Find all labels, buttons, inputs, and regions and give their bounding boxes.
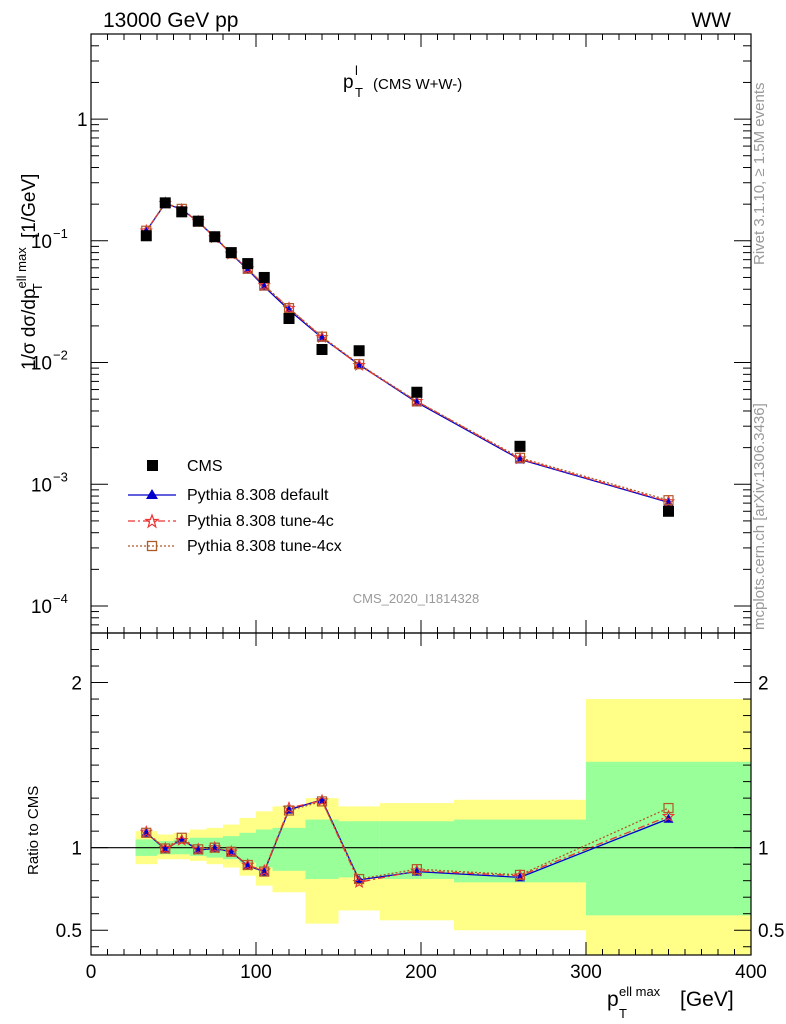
- main-point-s3-9: [316, 331, 328, 342]
- data-point-13: [663, 505, 674, 517]
- ratio-point-s2-7: [259, 866, 270, 877]
- ratio-y-tick-label-left: 2: [71, 674, 82, 695]
- main-point-s3-13: [663, 495, 674, 506]
- plot-title-sup: l: [355, 63, 358, 78]
- legend-label-tune4cx: Pythia 8.308 tune-4cx: [187, 538, 342, 555]
- svg-text:(CMS W+W-): (CMS W+W-): [373, 76, 462, 93]
- x-axis-label: p ell max T [GeV]: [607, 984, 734, 1021]
- ratio-series-line-2: [145, 800, 669, 880]
- legend-marker-default: [146, 489, 158, 499]
- plot-title-main: p: [343, 72, 354, 93]
- x-tick-label: 0: [86, 962, 97, 983]
- ratio-y-axis-label: Ratio to CMS: [25, 786, 42, 875]
- band-green-13: [586, 761, 751, 916]
- data-point-8: [283, 313, 295, 325]
- main-y-tick-label: 10: [31, 597, 52, 618]
- x-tick-label: 300: [570, 962, 602, 983]
- svg-text:ell max: ell max: [619, 984, 661, 999]
- main-y-tick-label: 10: [31, 354, 52, 375]
- ratio-point-s2-12: [514, 869, 526, 881]
- legend-marker-tune4c: [144, 513, 160, 529]
- main-y-tick-label: 10: [31, 232, 52, 253]
- ratio-point-s2-5: [226, 846, 237, 857]
- main-point-s3-10: [354, 359, 365, 370]
- legend-label-tune4c: Pythia 8.308 tune-4c: [187, 513, 334, 530]
- ratio-point-s2-6: [242, 859, 253, 871]
- data-point-6: [242, 258, 254, 270]
- main-y-tick-exponent: −4: [53, 591, 68, 606]
- ratio-y-tick-label-right: 1: [758, 839, 769, 860]
- ratio-point-s2-1: [160, 843, 171, 854]
- legend-label-cms: CMS: [187, 458, 223, 475]
- data-point-10: [353, 345, 365, 357]
- mcplots-label: mcplots.cern.ch [arXiv:1306.3436]: [751, 403, 768, 630]
- main-y-axis-label: 1/σ dσ/dpell maxT [1/GeV]: [14, 174, 45, 370]
- svg-text:l: l: [355, 63, 358, 78]
- ratio-plot-marks: [91, 793, 751, 888]
- ratio-point-s2-8: [283, 805, 295, 816]
- ratio-point-s0-10: [354, 874, 365, 884]
- ratio-point-s2-2: [176, 832, 187, 843]
- main-plot-marks: [139, 196, 676, 517]
- band-green-8: [272, 827, 306, 871]
- ratio-point-s2-9: [316, 796, 328, 807]
- ratio-point-s2-4: [209, 842, 220, 853]
- ratio-y-tick-label-right: 2: [758, 674, 769, 695]
- band-green-9: [305, 819, 339, 880]
- data-point-1: [159, 197, 171, 209]
- svg-text:p: p: [607, 988, 619, 1011]
- data-point-2: [176, 206, 188, 218]
- plot-title-sub: T: [355, 85, 363, 100]
- legend: CMS Pythia 8.308 default Pythia 8.308 tu…: [128, 458, 342, 555]
- data-point-7: [258, 271, 270, 283]
- main-y-tick-label: 1: [77, 110, 88, 131]
- ratio-y-tick-label-right: 0.5: [758, 921, 784, 942]
- plot-title-suffix: (CMS W+W-): [373, 76, 462, 93]
- ratio-point-s1-13: [661, 809, 676, 822]
- data-point-11: [411, 386, 423, 398]
- ratio-y-tick-label-left: 0.5: [56, 921, 82, 942]
- svg-text:[GeV]: [GeV]: [680, 988, 734, 1011]
- svg-text:p: p: [343, 72, 354, 93]
- ratio-point-s2-10: [354, 873, 365, 885]
- main-y-tick-exponent: −3: [53, 469, 68, 484]
- ratio-point-s2-11: [411, 864, 422, 875]
- legend-marker-cms: [147, 460, 158, 471]
- svg-text:T: T: [619, 1006, 627, 1021]
- rivet-label: Rivet 3.1.10, ≥ 1.5M events: [751, 83, 768, 266]
- ratio-y-tick-label-left: 1: [71, 839, 82, 860]
- ratio-point-s2-3: [193, 844, 204, 855]
- data-point-9: [316, 343, 328, 355]
- svg-text:1/σ dσ/dpell maxT [1/GeV]: 1/σ dσ/dpell maxT [1/GeV]: [14, 174, 45, 370]
- analysis-tag: CMS_2020_I1814328: [353, 591, 480, 606]
- main-series-line-2: [145, 202, 669, 503]
- data-point-0: [140, 230, 152, 242]
- x-tick-label: 400: [735, 962, 767, 983]
- band-green-7: [256, 829, 273, 868]
- ratio-point-s2-13: [663, 802, 674, 814]
- data-point-3: [192, 215, 204, 227]
- legend-marker-tune4cx: [146, 540, 158, 552]
- data-point-4: [209, 231, 221, 243]
- svg-text:T: T: [355, 85, 363, 100]
- legend-label-default: Pythia 8.308 default: [187, 487, 329, 504]
- x-tick-label: 200: [405, 962, 437, 983]
- data-point-5: [225, 247, 237, 259]
- main-y-tick-exponent: −1: [53, 226, 68, 241]
- x-tick-label: 100: [240, 962, 272, 983]
- main-y-tick-label: 10: [31, 475, 52, 496]
- main-series-line-3: [145, 202, 669, 501]
- header-energy: 13000 GeV pp: [103, 9, 238, 32]
- data-point-12: [514, 440, 526, 452]
- ratio-bands: [135, 699, 751, 955]
- plot-title: p l T (CMS W+W-): [343, 63, 462, 100]
- header-process: WW: [691, 9, 731, 32]
- main-point-s3-8: [283, 303, 295, 314]
- main-y-tick-exponent: −2: [53, 348, 68, 363]
- ratio-point-s2-0: [141, 827, 152, 838]
- main-point-s3-12: [514, 452, 526, 463]
